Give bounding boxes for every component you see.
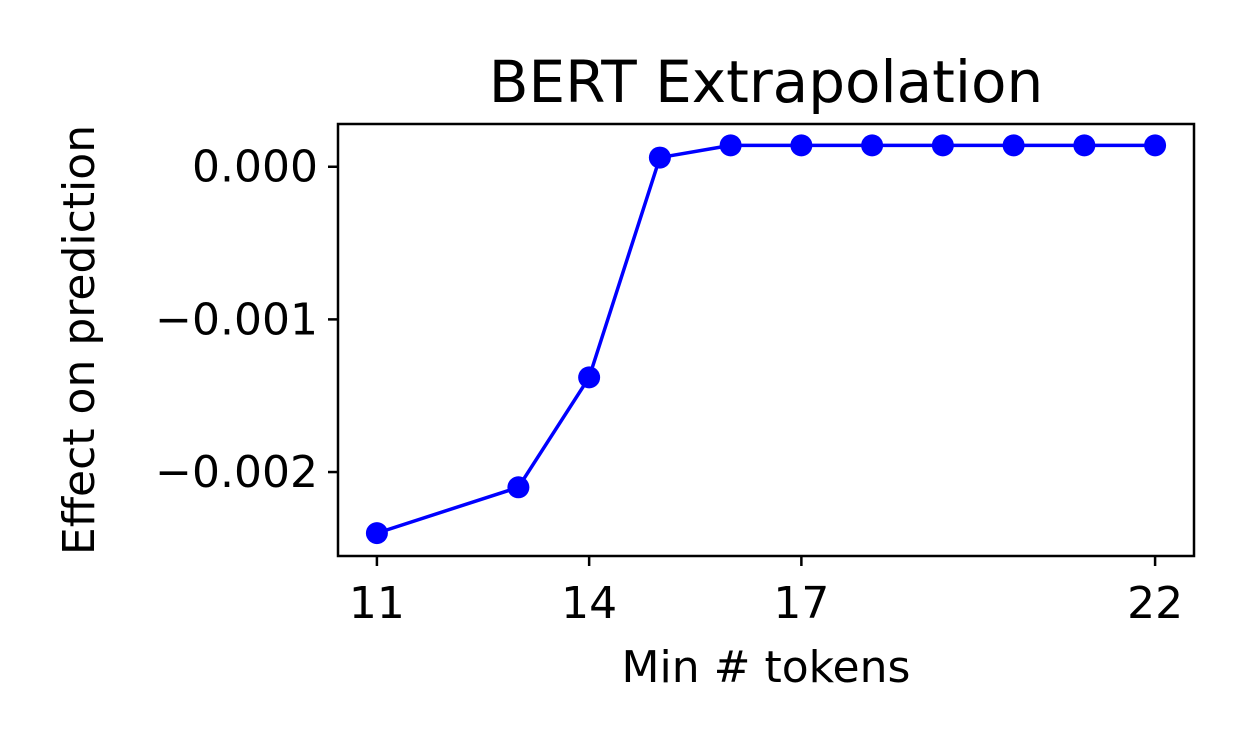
data-point: [719, 134, 742, 157]
data-point: [790, 134, 813, 157]
plot-area-frame: [336, 122, 1196, 558]
data-point: [507, 476, 530, 499]
data-point: [1144, 134, 1167, 157]
series-line: [376, 143, 1156, 535]
data-point: [365, 522, 388, 545]
data-point: [1073, 134, 1096, 157]
x-tick-label: 11: [349, 578, 405, 629]
x-tick-label: 14: [561, 578, 617, 629]
y-tick-label: −0.001: [155, 294, 318, 345]
data-point: [648, 146, 671, 169]
data-point: [861, 134, 884, 157]
data-point: [931, 134, 954, 157]
series-layer: [365, 134, 1167, 545]
x-tick-label: 17: [773, 578, 829, 629]
y-tick-label: 0.000: [192, 142, 318, 193]
data-point: [578, 366, 601, 389]
x-axis-label: Min # tokens: [622, 642, 911, 693]
x-axis: 11 14 17 22: [349, 556, 1183, 629]
y-axis-label: Effect on prediction: [54, 125, 105, 555]
data-point: [1002, 134, 1025, 157]
chart-title: BERT Extrapolation: [489, 48, 1044, 116]
y-tick-label: −0.002: [155, 447, 318, 498]
y-axis: 0.000 −0.001 −0.002: [155, 142, 338, 498]
x-tick-label: 22: [1127, 578, 1183, 629]
